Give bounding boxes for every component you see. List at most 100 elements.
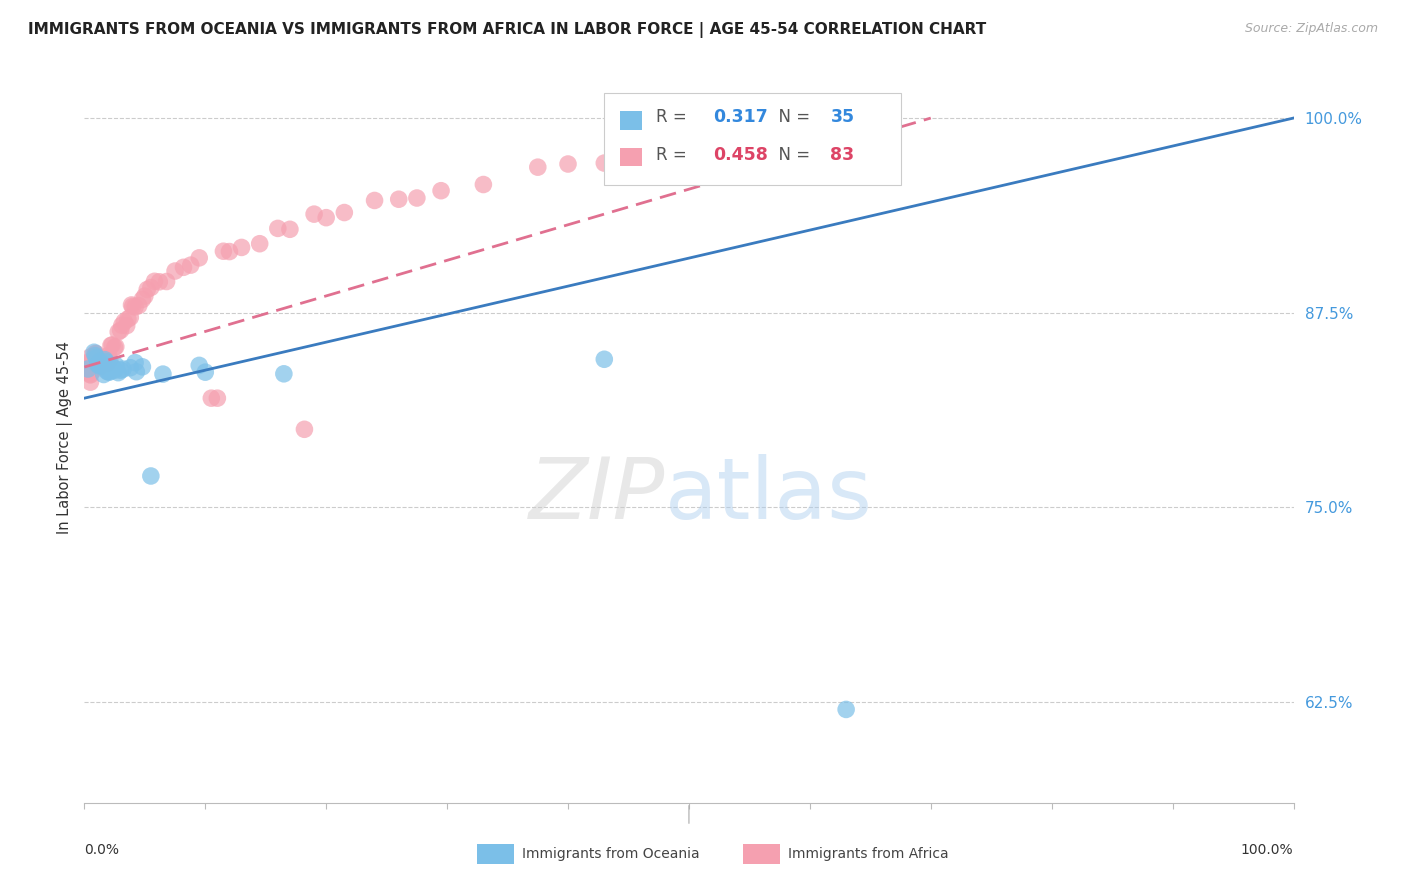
Point: [111, 318, 134, 333]
Point: [131, 359, 153, 374]
Point: [593, 352, 616, 367]
Point: [84, 349, 107, 363]
Point: [89, 354, 111, 368]
Point: [98, 365, 121, 379]
Point: [86, 351, 108, 365]
Point: [83, 345, 105, 359]
Point: [430, 184, 453, 198]
Point: [89, 359, 111, 373]
Point: [100, 338, 122, 352]
Point: [115, 318, 138, 333]
Text: atlas: atlas: [665, 454, 873, 537]
Point: [91, 351, 114, 366]
Point: [82, 354, 104, 368]
Text: 0.458: 0.458: [713, 146, 768, 164]
Point: [79, 350, 101, 364]
Point: [104, 341, 127, 355]
Point: [97, 349, 120, 363]
Point: [89, 358, 111, 372]
Point: [702, 149, 724, 163]
FancyBboxPatch shape: [478, 845, 513, 863]
Text: 0.317: 0.317: [713, 109, 768, 127]
Point: [557, 157, 579, 171]
Point: [117, 312, 139, 326]
Point: [207, 391, 229, 405]
Text: R =: R =: [657, 146, 692, 164]
Point: [333, 205, 356, 219]
Point: [110, 323, 132, 337]
Point: [112, 362, 135, 376]
Point: [91, 355, 114, 369]
Point: [139, 280, 162, 294]
Point: [89, 358, 111, 372]
Point: [148, 275, 170, 289]
Point: [82, 359, 104, 374]
Point: [593, 156, 616, 170]
Point: [278, 222, 301, 236]
Point: [152, 367, 174, 381]
Point: [630, 148, 652, 162]
Point: [77, 354, 100, 368]
Point: [406, 191, 429, 205]
Point: [98, 352, 121, 367]
Point: [83, 360, 105, 375]
Point: [110, 363, 132, 377]
Point: [231, 240, 253, 254]
Point: [121, 299, 143, 313]
Point: [86, 347, 108, 361]
Point: [80, 358, 103, 372]
Point: [79, 368, 101, 382]
Point: [79, 375, 101, 389]
Point: [143, 274, 166, 288]
Point: [101, 359, 124, 374]
Point: [527, 160, 550, 174]
Point: [91, 357, 114, 371]
Point: [134, 289, 156, 303]
Text: Immigrants from Africa: Immigrants from Africa: [789, 847, 949, 861]
Point: [128, 299, 150, 313]
Point: [212, 244, 235, 259]
Point: [79, 368, 101, 382]
Point: [121, 298, 143, 312]
Text: 35: 35: [831, 109, 855, 127]
Point: [136, 283, 159, 297]
Point: [112, 315, 135, 329]
Point: [79, 360, 101, 375]
Point: [80, 355, 103, 369]
Text: N =: N =: [768, 146, 815, 164]
Point: [267, 221, 290, 235]
Point: [103, 361, 125, 376]
Point: [94, 351, 117, 366]
Point: [84, 346, 107, 360]
Point: [77, 362, 100, 376]
Text: 100.0%: 100.0%: [1241, 843, 1294, 857]
Point: [87, 360, 110, 375]
Point: [107, 325, 129, 339]
Point: [100, 363, 122, 377]
Point: [273, 367, 295, 381]
Point: [93, 354, 115, 368]
Point: [472, 178, 495, 192]
Point: [96, 357, 118, 371]
Text: R =: R =: [657, 109, 692, 127]
Point: [120, 360, 142, 375]
Point: [218, 244, 240, 259]
Y-axis label: In Labor Force | Age 45-54: In Labor Force | Age 45-54: [58, 341, 73, 533]
FancyBboxPatch shape: [620, 112, 641, 130]
Point: [94, 355, 117, 369]
Point: [77, 356, 100, 370]
Point: [84, 357, 107, 371]
Point: [86, 358, 108, 372]
Point: [90, 353, 112, 368]
Point: [315, 211, 337, 225]
Point: [87, 358, 110, 372]
Point: [249, 236, 271, 251]
Text: N =: N =: [768, 109, 815, 127]
Point: [86, 351, 108, 365]
Point: [388, 192, 411, 206]
Point: [101, 338, 124, 352]
Point: [131, 293, 153, 307]
Point: [835, 702, 858, 716]
Point: [200, 391, 222, 405]
Point: [302, 207, 325, 221]
